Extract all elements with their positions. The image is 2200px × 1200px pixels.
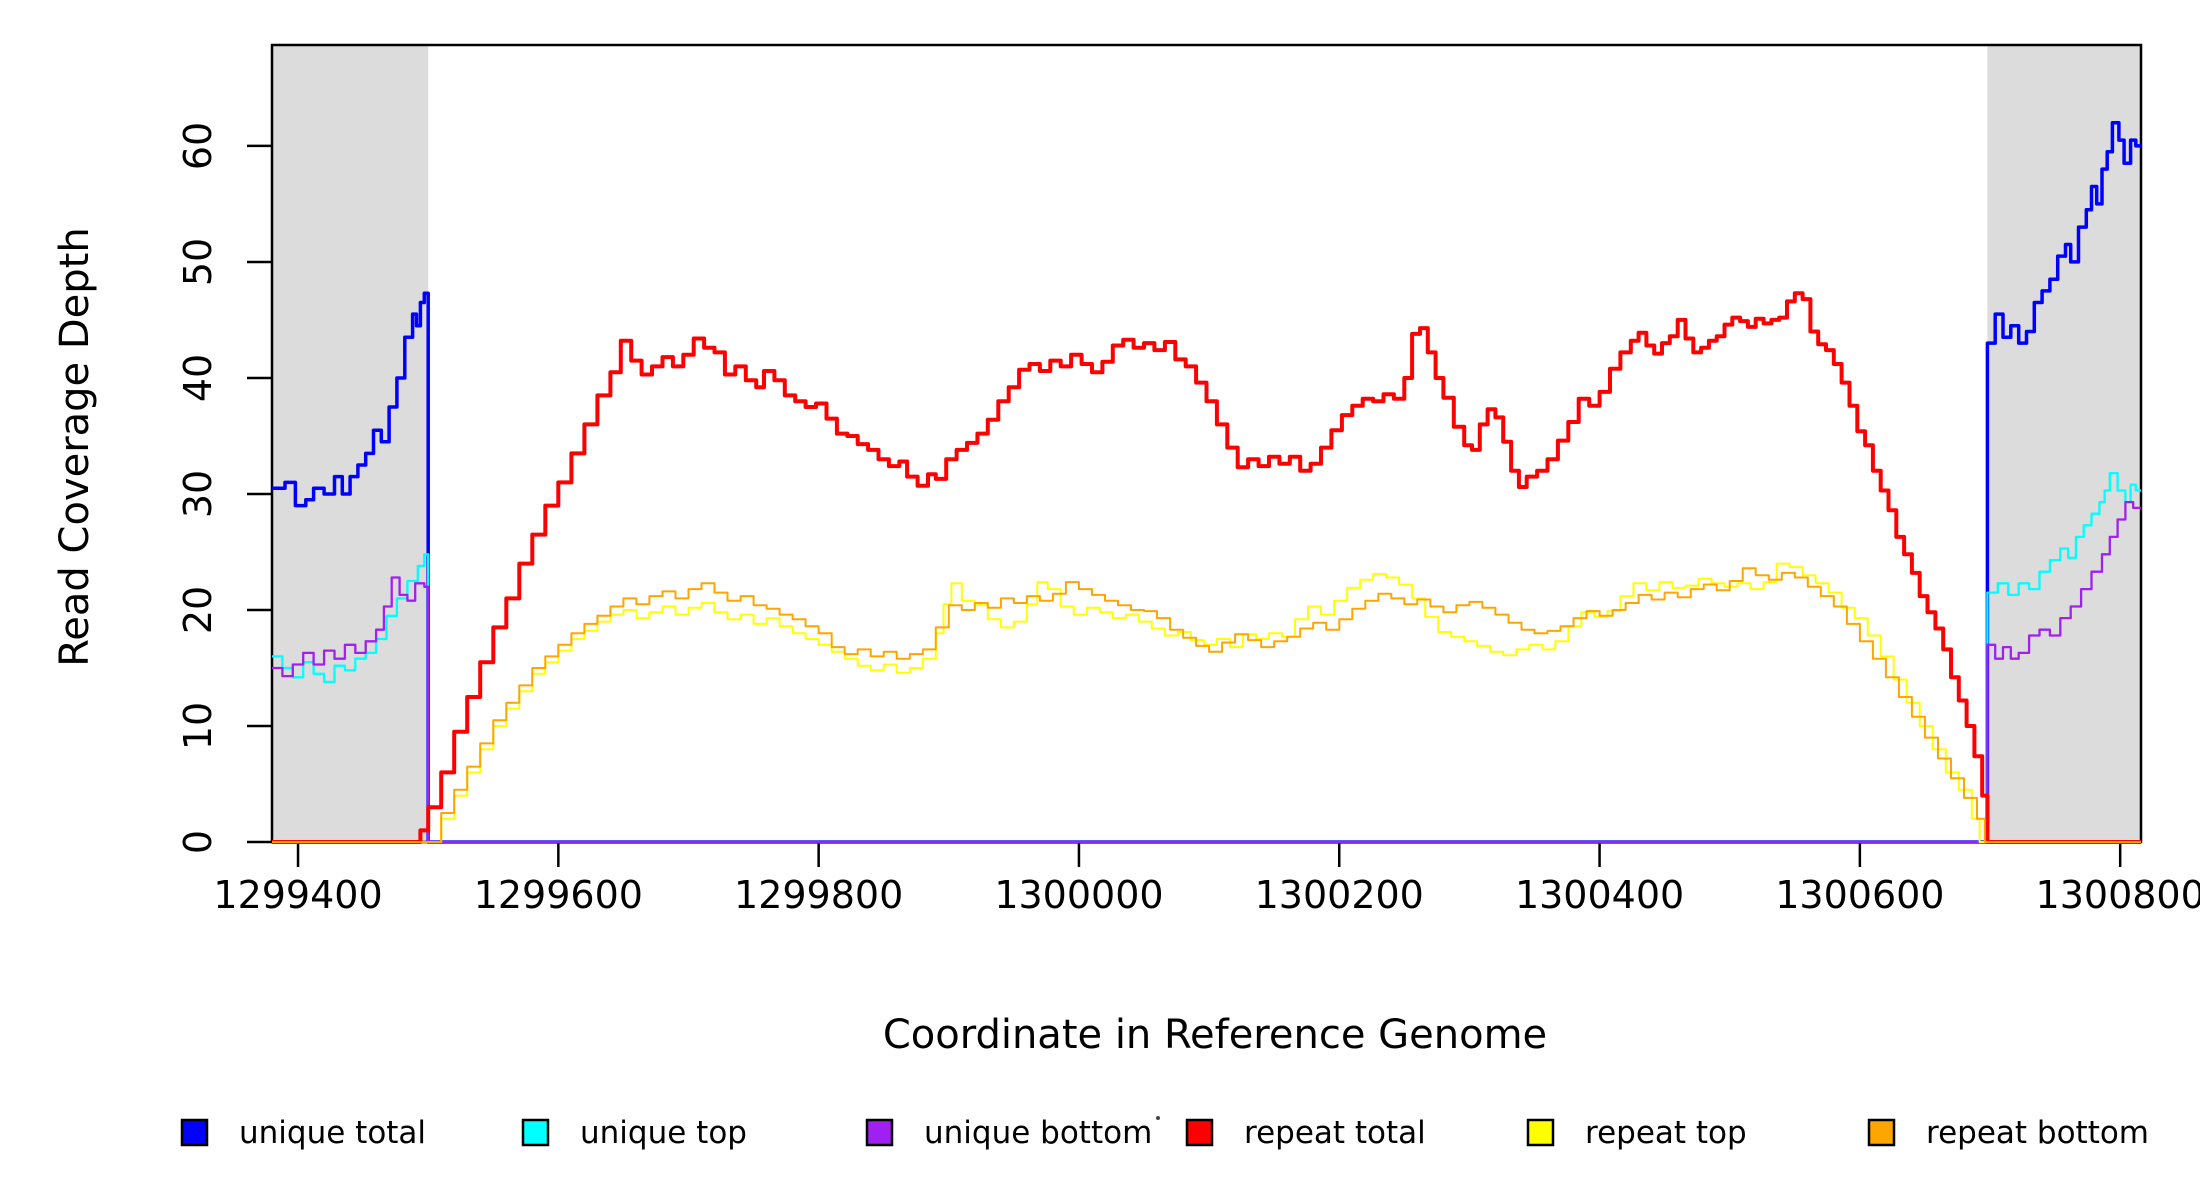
series-lines [272,120,2141,844]
x-tick-label: 1300800 [2036,873,2200,917]
x-tick-label: 1299400 [213,873,382,917]
legend-swatch-unique-bottom [865,1118,894,1147]
y-tick-label: 50 [176,238,220,286]
legend-swatch-unique-top [521,1118,550,1147]
legend-label-repeat-top: repeat top [1585,1115,1747,1151]
legend-swatch-repeat-total [1185,1118,1214,1147]
y-tick-label: 10 [176,702,220,750]
y-tick-label: 60 [176,122,220,170]
x-tick-label: 1299600 [474,873,643,917]
stray-dot [1156,1116,1160,1120]
legend-swatch-unique-total [180,1118,209,1147]
x-tick-label: 1300000 [994,873,1163,917]
legend-swatch-repeat-bottom [1867,1118,1896,1147]
shaded-regions [272,45,2141,842]
x-tick-label: 1299800 [734,873,903,917]
legend-label-unique-total: unique total [239,1115,426,1151]
legend-label-repeat-total: repeat total [1244,1115,1426,1151]
x-axis-title: Coordinate in Reference Genome [883,1012,1547,1058]
y-tick-label: 30 [176,470,220,518]
axes: 1299400 1299600 1299800 1300000 1300200 13004… [176,43,2200,917]
legend-swatch-repeat-top [1526,1118,1555,1147]
legend-label-unique-bottom: unique bottom [924,1115,1152,1151]
series-line-repeat-bottom [272,567,2141,843]
legend-label-repeat-bottom: repeat bottom [1926,1115,2149,1151]
y-tick-label: 20 [176,586,220,634]
y-tick-label: 0 [176,830,220,854]
legend: unique total unique top unique bottom repea… [180,1115,2149,1151]
legend-label-unique-top: unique top [580,1115,747,1151]
series-line-repeat-top [272,562,2141,843]
x-tick-label: 1300600 [1775,873,1944,917]
series-line-repeat-total [272,291,2141,844]
x-tick-label: 1300200 [1255,873,1424,917]
x-tick-label: 1300400 [1515,873,1684,917]
series-line-unique-top [272,471,2141,844]
shaded-region-left-flank [272,45,429,842]
series-line-unique-total [272,120,2141,844]
shaded-region-right-flank [1987,45,2141,842]
plot-box [270,43,2143,844]
y-axis-title: Read Coverage Depth [52,227,98,666]
y-tick-label: 40 [176,354,220,402]
series-line-unique-bottom [272,500,2141,844]
